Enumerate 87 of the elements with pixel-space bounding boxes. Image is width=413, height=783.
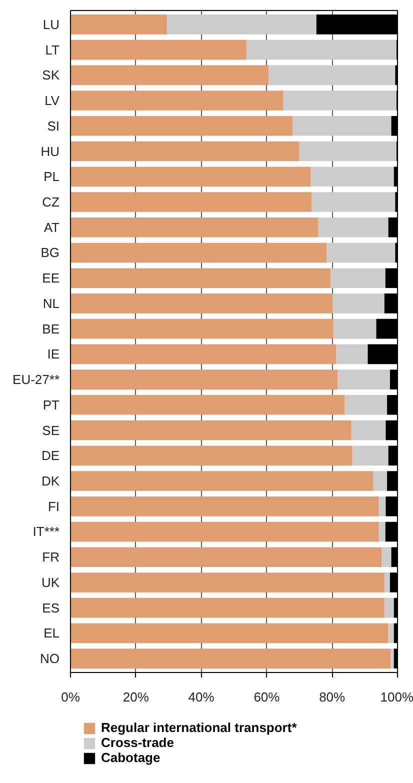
bar bbox=[384, 572, 390, 592]
y-tick-label: BE bbox=[42, 321, 60, 336]
bar bbox=[70, 268, 330, 288]
bar bbox=[70, 370, 338, 390]
y-tick-label: EL bbox=[44, 626, 60, 641]
bar bbox=[70, 572, 384, 592]
y-tick-label: AT bbox=[44, 220, 60, 235]
bar bbox=[318, 217, 388, 238]
bar bbox=[70, 522, 379, 542]
y-tick-label: SI bbox=[47, 118, 60, 134]
bar bbox=[70, 471, 374, 491]
y-tick-label: EE bbox=[42, 270, 60, 286]
bar bbox=[70, 192, 312, 212]
bar bbox=[70, 242, 327, 263]
y-tick-label: NL bbox=[42, 296, 60, 311]
y-tick-label: IT*** bbox=[32, 524, 60, 540]
legend-label: Cross-trade bbox=[101, 735, 174, 750]
bar bbox=[333, 318, 376, 339]
bar bbox=[246, 40, 397, 60]
legend-label: Cabotage bbox=[101, 750, 160, 765]
bar bbox=[70, 166, 311, 187]
bar bbox=[70, 90, 284, 110]
bar bbox=[310, 166, 394, 187]
y-tick-label: EU-27** bbox=[12, 372, 60, 388]
y-tick-label: LU bbox=[42, 16, 60, 32]
bar bbox=[70, 420, 352, 440]
bar bbox=[283, 90, 397, 110]
y-tick-label: CZ bbox=[42, 194, 60, 210]
y-tick-label: LT bbox=[45, 42, 60, 58]
x-tick-label: 20% bbox=[122, 690, 150, 704]
bar bbox=[70, 446, 352, 466]
bar bbox=[378, 496, 386, 516]
bar bbox=[70, 14, 167, 34]
bar bbox=[70, 65, 269, 86]
y-tick-label: NO bbox=[40, 651, 60, 666]
y-tick-label: DE bbox=[41, 448, 60, 464]
bar bbox=[336, 344, 368, 364]
bar bbox=[299, 141, 397, 162]
y-tick-label: FR bbox=[42, 550, 60, 565]
bar bbox=[70, 116, 293, 136]
y-tick-label: SE bbox=[42, 422, 60, 438]
y-tick-label: PL bbox=[44, 169, 60, 184]
y-tick-label: ES bbox=[42, 600, 60, 616]
bar bbox=[326, 242, 396, 263]
y-tick-label: HU bbox=[40, 144, 60, 159]
bar bbox=[390, 648, 394, 668]
y-tick-label: LV bbox=[44, 93, 60, 108]
x-tick-label: 40% bbox=[188, 690, 215, 704]
bar bbox=[332, 294, 384, 314]
bar bbox=[70, 40, 246, 60]
y-tick-label: SK bbox=[42, 68, 60, 83]
y-tick-label: UK bbox=[41, 574, 60, 590]
y-tick-label: IE bbox=[47, 346, 60, 362]
y-tick-label: DK bbox=[41, 474, 60, 488]
bar bbox=[352, 446, 388, 466]
bar bbox=[292, 116, 392, 136]
bar bbox=[344, 395, 388, 415]
y-tick-label: BG bbox=[40, 245, 60, 260]
bar bbox=[70, 623, 388, 644]
bar bbox=[384, 598, 394, 618]
bar bbox=[351, 420, 386, 440]
bar bbox=[388, 623, 394, 644]
x-tick-label: 60% bbox=[254, 690, 280, 704]
bar bbox=[70, 294, 332, 314]
x-tick-label: 0% bbox=[61, 690, 80, 704]
bar bbox=[312, 192, 396, 212]
bar bbox=[378, 522, 386, 542]
x-tick-label: 80% bbox=[319, 690, 346, 704]
bar bbox=[268, 65, 396, 86]
bar bbox=[70, 598, 384, 618]
bar bbox=[166, 14, 316, 34]
bar bbox=[70, 217, 318, 238]
bar bbox=[373, 471, 388, 491]
bar bbox=[381, 547, 392, 567]
bar bbox=[330, 268, 386, 288]
legend-label: Regular international transport* bbox=[101, 720, 297, 735]
bar bbox=[70, 344, 336, 364]
bar bbox=[338, 370, 390, 390]
bar bbox=[70, 395, 345, 415]
x-tick-label: 100% bbox=[380, 690, 413, 704]
bar bbox=[70, 547, 382, 567]
bar bbox=[70, 141, 300, 162]
bar bbox=[70, 648, 391, 668]
y-tick-label: FI bbox=[48, 498, 60, 514]
y-tick-label: PT bbox=[42, 397, 60, 412]
bar bbox=[70, 496, 379, 516]
bar bbox=[70, 318, 334, 339]
